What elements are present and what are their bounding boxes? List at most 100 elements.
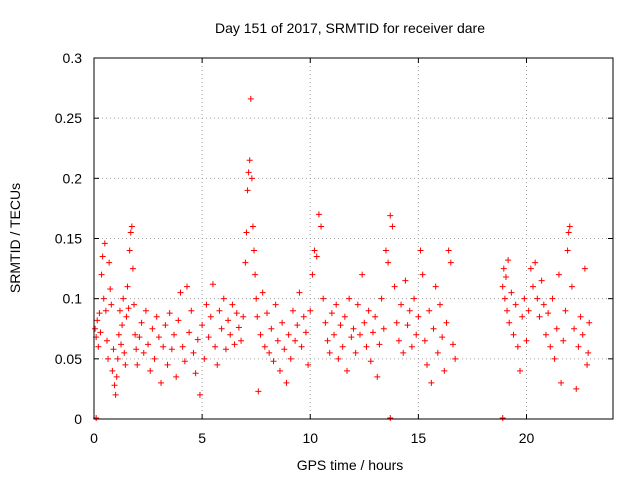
data-point bbox=[551, 355, 558, 362]
y-tick-label: 0.1 bbox=[63, 291, 83, 307]
data-point bbox=[424, 361, 431, 368]
data-point bbox=[413, 331, 420, 338]
data-point bbox=[318, 223, 325, 230]
data-point bbox=[158, 379, 165, 386]
data-point bbox=[287, 355, 294, 362]
data-point bbox=[99, 253, 106, 260]
data-point bbox=[443, 319, 450, 326]
data-point bbox=[542, 331, 549, 338]
data-point bbox=[100, 295, 107, 302]
data-point bbox=[322, 319, 329, 326]
data-point bbox=[101, 240, 108, 247]
data-point bbox=[575, 343, 582, 350]
data-point bbox=[573, 385, 580, 392]
data-point bbox=[134, 361, 141, 368]
data-point bbox=[192, 370, 199, 377]
plot-frame bbox=[93, 57, 614, 420]
data-point bbox=[175, 317, 182, 324]
data-point bbox=[124, 283, 131, 290]
data-point bbox=[257, 331, 264, 338]
data-point bbox=[439, 334, 446, 341]
data-point bbox=[235, 324, 242, 331]
data-point bbox=[395, 337, 402, 344]
data-point bbox=[227, 331, 234, 338]
x-tick-label: 15 bbox=[411, 430, 427, 446]
data-point bbox=[113, 373, 120, 380]
data-point bbox=[363, 343, 370, 350]
data-point bbox=[415, 313, 422, 320]
data-point bbox=[171, 331, 178, 338]
data-point bbox=[105, 355, 112, 362]
data-point bbox=[309, 271, 316, 278]
data-point bbox=[218, 325, 225, 332]
y-tick-label: 0.15 bbox=[55, 231, 82, 247]
zero-point bbox=[387, 415, 394, 421]
data-point bbox=[534, 295, 541, 302]
data-point bbox=[216, 307, 223, 314]
data-point bbox=[302, 329, 309, 336]
data-point bbox=[501, 295, 508, 302]
data-point bbox=[233, 310, 240, 317]
data-point bbox=[426, 307, 433, 314]
data-point bbox=[331, 331, 338, 338]
data-point bbox=[538, 277, 545, 284]
data-point bbox=[298, 343, 305, 350]
y-tick-label: 0.2 bbox=[63, 170, 83, 186]
data-point bbox=[320, 295, 327, 302]
y-tick-label: 0 bbox=[74, 411, 82, 427]
data-point bbox=[361, 319, 368, 326]
y-tick-label: 0.3 bbox=[63, 50, 83, 66]
data-point bbox=[581, 265, 588, 272]
data-point bbox=[145, 341, 152, 348]
data-point bbox=[564, 247, 571, 254]
data-point bbox=[125, 305, 132, 312]
data-point bbox=[259, 289, 266, 296]
data-point bbox=[183, 283, 190, 290]
data-point bbox=[220, 295, 227, 302]
data-point bbox=[285, 331, 292, 338]
data-point bbox=[194, 336, 201, 343]
data-point bbox=[209, 281, 216, 288]
data-point bbox=[270, 358, 277, 365]
data-point bbox=[96, 310, 103, 317]
data-point bbox=[341, 313, 348, 320]
data-point bbox=[196, 391, 203, 398]
data-point bbox=[586, 319, 593, 326]
data-point bbox=[264, 310, 270, 317]
data-point bbox=[562, 307, 569, 314]
data-point bbox=[389, 223, 396, 230]
data-point bbox=[247, 95, 254, 102]
data-point bbox=[565, 229, 572, 236]
data-point bbox=[568, 283, 575, 290]
data-point bbox=[445, 247, 452, 254]
data-point bbox=[149, 325, 156, 332]
data-point bbox=[132, 331, 139, 338]
data-point bbox=[98, 271, 105, 278]
data-point bbox=[584, 361, 591, 368]
data-point bbox=[417, 247, 424, 254]
data-point bbox=[151, 355, 158, 362]
data-point bbox=[238, 337, 245, 344]
data-point bbox=[585, 349, 592, 356]
data-point bbox=[106, 259, 113, 266]
data-point bbox=[276, 367, 283, 374]
data-point bbox=[512, 301, 519, 308]
data-point bbox=[577, 313, 584, 320]
data-point bbox=[402, 277, 409, 284]
data-point bbox=[432, 283, 439, 290]
data-point bbox=[447, 259, 454, 266]
data-point bbox=[504, 307, 511, 314]
data-point bbox=[199, 322, 206, 329]
data-point bbox=[545, 310, 552, 317]
data-point bbox=[527, 265, 534, 272]
data-point bbox=[421, 337, 428, 344]
data-point bbox=[305, 361, 312, 368]
data-point bbox=[115, 331, 122, 338]
data-point bbox=[251, 247, 258, 254]
data-point bbox=[231, 341, 238, 348]
data-point bbox=[344, 367, 351, 374]
data-point bbox=[244, 187, 251, 194]
data-point bbox=[521, 295, 528, 302]
data-point bbox=[255, 388, 262, 395]
data-point bbox=[525, 307, 532, 314]
